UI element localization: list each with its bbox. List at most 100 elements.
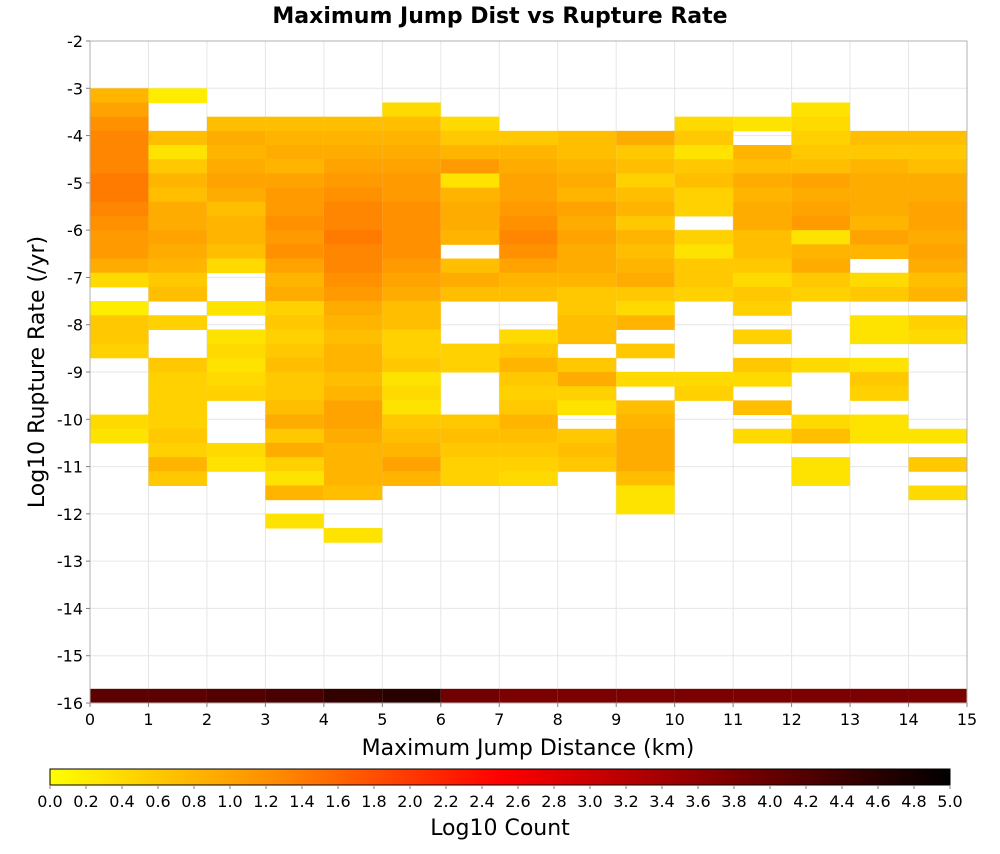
- colorbar-tick-label: 2.8: [541, 792, 566, 811]
- heatmap-cell: [323, 258, 383, 274]
- heatmap-cell: [382, 201, 441, 217]
- heatmap-cell: [440, 201, 500, 217]
- heatmap-cell: [616, 130, 675, 146]
- heatmap-cell: [323, 215, 383, 231]
- heatmap-cell: [265, 386, 324, 401]
- heatmap-cell: [674, 187, 734, 203]
- heatmap-cell: [850, 145, 909, 160]
- heatmap-cell: [382, 428, 441, 444]
- heatmap-cell: [440, 457, 500, 472]
- heatmap-cell: [908, 201, 967, 217]
- heatmap-cell: [90, 116, 149, 132]
- colorbar-tick-label: 3.8: [721, 792, 746, 811]
- heatmap-cell: [674, 130, 734, 146]
- heatmap-cell: [791, 471, 851, 486]
- heatmap-cell: [557, 329, 617, 345]
- heatmap-cell: [265, 301, 324, 316]
- heatmap-cell: [148, 386, 207, 401]
- heatmap-cell: [90, 315, 149, 330]
- heatmap-cell: [733, 688, 792, 703]
- heatmap-cell: [323, 528, 383, 543]
- x-tick-label: 15: [957, 710, 977, 729]
- heatmap-cell: [499, 372, 558, 387]
- heatmap-cell: [90, 343, 149, 359]
- y-tick-label: -7: [67, 268, 83, 287]
- heatmap-cell: [440, 187, 500, 203]
- heatmap-cell: [90, 329, 149, 345]
- heatmap-cell: [206, 457, 266, 472]
- heatmap-cell: [323, 343, 383, 359]
- heatmap-cell: [616, 215, 675, 231]
- heatmap-cell: [557, 258, 617, 274]
- heatmap-cell: [674, 244, 734, 260]
- heatmap-cell: [499, 688, 558, 703]
- heatmap-cell: [265, 457, 324, 472]
- heatmap-cell: [557, 357, 617, 373]
- heatmap-cell: [791, 688, 851, 703]
- colorbar-tick-label: 4.0: [757, 792, 782, 811]
- heatmap-cell: [382, 102, 441, 118]
- heatmap-cell: [850, 357, 909, 373]
- colorbar-tick-label: 3.6: [685, 792, 710, 811]
- heatmap-cell: [206, 230, 266, 245]
- heatmap-cell: [616, 400, 675, 416]
- heatmap-cell: [616, 471, 675, 486]
- heatmap-cell: [499, 428, 558, 444]
- heatmap-cell: [148, 258, 207, 274]
- heatmap-cell: [557, 173, 617, 189]
- heatmap-cell: [265, 357, 324, 373]
- heatmap-cell: [440, 471, 500, 486]
- heatmap-cell: [323, 159, 383, 174]
- heatmap-cell: [382, 230, 441, 245]
- heatmap-cell: [616, 230, 675, 245]
- heatmap-cell: [323, 428, 383, 444]
- heatmap-cell: [90, 414, 149, 430]
- heatmap-cell: [265, 244, 324, 260]
- heatmap-cell: [206, 688, 266, 703]
- x-tick-label: 2: [202, 710, 212, 729]
- heatmap-cell: [265, 442, 324, 458]
- heatmap-cell: [499, 173, 558, 189]
- heatmap-cell: [323, 201, 383, 217]
- heatmap-cell: [908, 159, 967, 174]
- heatmap-cell: [382, 442, 441, 458]
- heatmap-cell: [440, 343, 500, 359]
- heatmap-cell: [674, 201, 734, 217]
- heatmap-cell: [265, 230, 324, 245]
- heatmap-cell: [499, 414, 558, 430]
- heatmap-cell: [674, 372, 734, 387]
- heatmap-cell: [148, 145, 207, 160]
- heatmap-cell: [382, 215, 441, 231]
- heatmap-cell: [499, 329, 558, 345]
- heatmap-cell: [674, 272, 734, 288]
- heatmap-cell: [499, 471, 558, 486]
- heatmap-cell: [382, 471, 441, 486]
- x-tick-label: 10: [664, 710, 684, 729]
- heatmap-cell: [323, 145, 383, 160]
- heatmap-cell: [440, 428, 500, 444]
- heatmap-cell: [382, 159, 441, 174]
- heatmap-cell: [850, 272, 909, 288]
- heatmap-cell: [616, 688, 675, 703]
- heatmap-cell: [382, 400, 441, 416]
- heatmap-cell: [850, 201, 909, 217]
- x-tick-label: 6: [436, 710, 446, 729]
- colorbar-tick-label: 2.4: [469, 792, 494, 811]
- heatmap-cell: [499, 272, 558, 288]
- colorbar-tick-label: 1.6: [325, 792, 350, 811]
- heatmap-cell: [733, 301, 792, 316]
- heatmap-cell: [90, 159, 149, 174]
- heatmap-cell: [90, 244, 149, 260]
- heatmap-cell: [148, 187, 207, 203]
- colorbar-tick-label: 0.6: [145, 792, 170, 811]
- heatmap-cell: [382, 187, 441, 203]
- heatmap-cell: [382, 244, 441, 260]
- heatmap-cell: [850, 244, 909, 260]
- heatmap-cell: [557, 272, 617, 288]
- heatmap-cell: [850, 187, 909, 203]
- heatmap-cell: [499, 130, 558, 146]
- heatmap-cell: [265, 513, 324, 529]
- heatmap-cell: [908, 485, 967, 501]
- heatmap-cell: [323, 116, 383, 132]
